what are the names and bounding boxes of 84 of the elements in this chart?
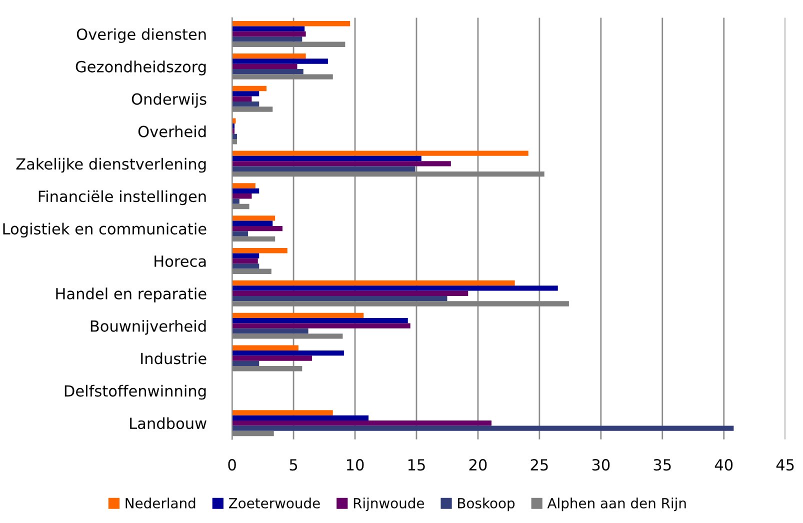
bar [232,36,302,42]
bar [232,296,448,302]
bar [232,194,252,199]
y-tick-label: Horeca [154,256,206,267]
bar [232,268,272,274]
bar [232,328,308,334]
bar [232,216,276,221]
bar [232,312,364,318]
bar [232,101,260,107]
bar [232,42,346,47]
bar [232,248,288,254]
bar [232,286,558,291]
bar [232,280,515,286]
x-tick-label: 40 [714,459,733,471]
bar [232,323,410,328]
bar [232,290,468,296]
bar [232,264,260,269]
legend-label: Alphen aan den Rijn [547,498,686,512]
bar [232,166,416,172]
x-tick-label: 10 [346,459,364,471]
y-tick-label: Landbouw [130,417,206,430]
bar [232,301,569,306]
y-tick-label: Handel en reparatie [56,288,206,302]
bar [232,58,328,64]
x-tick-label: 35 [654,459,671,471]
bar [232,183,256,188]
bar [232,150,528,156]
bar [232,118,236,124]
bar [232,204,250,210]
bar [232,410,333,416]
legend-label: Zoeterwoude [228,498,320,508]
bar [232,366,302,372]
y-tick-label: Zakelijke dienstverlening [16,158,206,173]
bar [232,188,260,194]
bar [232,21,350,26]
bar [232,258,258,264]
bar [232,415,369,421]
x-tick-label: 15 [408,459,425,471]
bar [232,345,298,350]
bar [232,31,306,37]
bar [232,231,248,236]
bar [232,69,304,74]
bar [232,161,451,166]
bar [232,226,282,232]
x-tick-label: 20 [469,459,487,471]
y-tick-label: Financiële instellingen [38,190,206,206]
y-tick-label: Delfstoffenwinning [64,384,206,400]
bar [232,53,306,59]
bar [232,350,344,356]
y-tick-label: Logistiek en communicatie [3,222,206,238]
bar [232,64,298,70]
legend-label: Boskoop [458,498,515,512]
bar [232,106,273,112]
bar [232,430,274,436]
bar [232,426,734,431]
bar [232,26,305,32]
bar [232,198,240,204]
x-tick-label: 25 [530,459,548,471]
bar [232,334,343,339]
legend-label: Rijnwoude [354,498,424,512]
x-tick-label: 30 [592,459,610,471]
bar [232,318,408,324]
bar [232,360,260,366]
y-tick-label: Overige diensten [76,28,206,43]
legend-label: Nederland [126,498,196,508]
y-tick-label: Gezondheidszorg [76,60,206,76]
bar [232,253,260,258]
y-tick-label: Overheid [138,125,206,138]
bar [232,171,544,177]
bar [232,236,276,242]
bar [232,86,266,92]
bar [232,420,492,426]
y-tick-label: Onderwijs [132,93,206,108]
y-tick-label: Industrie [141,352,206,364]
bar [232,91,260,96]
y-tick-label: Bouwnijverheid [90,320,206,335]
x-tick-label: 45 [776,459,794,471]
bar [232,74,333,80]
bar [232,220,273,226]
x-tick-label: 5 [290,459,298,471]
bar [232,356,312,361]
x-tick-label: 0 [228,459,236,471]
bar [232,96,252,102]
bar [232,156,422,162]
